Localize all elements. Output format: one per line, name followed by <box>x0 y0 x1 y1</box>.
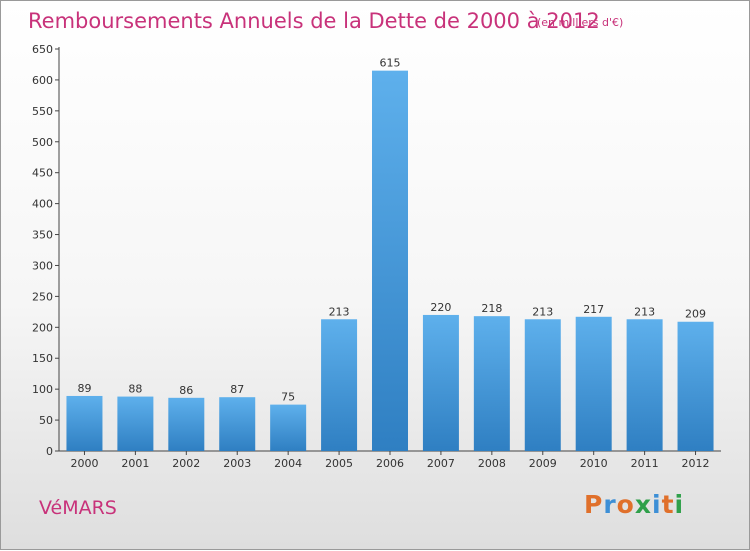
bar-2000 <box>66 395 103 451</box>
data-label-2005: 213 <box>329 305 350 318</box>
proxiti-logo: Proxiti <box>584 490 684 519</box>
y-tick-label: 50 <box>39 414 53 427</box>
data-label-2003: 87 <box>230 383 244 396</box>
data-label-2012: 209 <box>685 308 706 321</box>
x-tick-label-2002: 2002 <box>172 457 200 470</box>
data-label-2004: 75 <box>281 391 295 404</box>
y-tick-label: 650 <box>32 43 53 56</box>
y-tick-label: 450 <box>32 167 53 180</box>
bar-2005 <box>321 319 358 451</box>
y-tick-label: 550 <box>32 105 53 118</box>
logo-letter: o <box>616 490 635 519</box>
bar-2011 <box>626 319 663 451</box>
y-tick-label: 150 <box>32 352 53 365</box>
bar-2004 <box>270 404 307 451</box>
x-tick-label-2010: 2010 <box>580 457 608 470</box>
x-tick-label-2011: 2011 <box>631 457 659 470</box>
x-tick-label-2001: 2001 <box>121 457 149 470</box>
x-tick-label-2004: 2004 <box>274 457 302 470</box>
y-tick-label: 0 <box>46 445 53 458</box>
logo-letter: t <box>661 490 675 519</box>
x-tick-label-2012: 2012 <box>682 457 710 470</box>
logo-letter: P <box>584 490 604 519</box>
x-tick-label-2005: 2005 <box>325 457 353 470</box>
bar-2012 <box>677 321 714 451</box>
chart-subtitle: (en milliers d'€) <box>537 16 624 29</box>
y-tick-label: 400 <box>32 198 53 211</box>
bar-2001 <box>117 396 154 451</box>
bar-2010 <box>575 316 612 451</box>
y-tick-label: 300 <box>32 259 53 272</box>
y-tick-label: 600 <box>32 74 53 87</box>
bar-2009 <box>524 319 561 451</box>
data-label-2009: 213 <box>532 305 553 318</box>
x-tick-label-2007: 2007 <box>427 457 455 470</box>
data-label-2010: 217 <box>583 303 604 316</box>
logo-letter: i <box>674 490 685 519</box>
place-name: VéMARS <box>39 497 117 519</box>
data-label-2001: 88 <box>128 383 142 396</box>
bar-2003 <box>219 397 256 451</box>
bar-2007 <box>422 314 459 451</box>
data-label-2006: 615 <box>380 57 401 70</box>
y-tick-label: 350 <box>32 229 53 242</box>
x-tick-label-2006: 2006 <box>376 457 404 470</box>
logo-letter: r <box>603 490 617 519</box>
data-label-2007: 220 <box>430 301 451 314</box>
x-tick-label-2003: 2003 <box>223 457 251 470</box>
y-tick-label: 100 <box>32 383 53 396</box>
bar-2008 <box>473 316 510 451</box>
y-tick-label: 200 <box>32 321 53 334</box>
x-tick-label-2008: 2008 <box>478 457 506 470</box>
data-label-2002: 86 <box>179 384 193 397</box>
data-label-2000: 89 <box>77 382 91 395</box>
x-tick-label-2009: 2009 <box>529 457 557 470</box>
y-tick-label: 250 <box>32 290 53 303</box>
logo-letter: x <box>634 490 652 519</box>
bar-2002 <box>168 397 205 451</box>
chart-title: Remboursements Annuels de la Dette de 20… <box>28 9 600 33</box>
x-tick-label-2000: 2000 <box>70 457 98 470</box>
y-tick-label: 500 <box>32 136 53 149</box>
bar-2006 <box>372 70 408 452</box>
logo-letter: i <box>652 490 662 519</box>
data-label-2008: 218 <box>481 302 502 315</box>
data-label-2011: 213 <box>634 305 655 318</box>
